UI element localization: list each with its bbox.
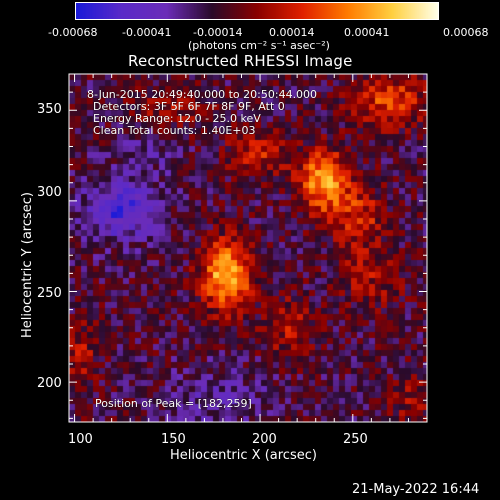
- colorbar-units: (photons cm⁻² s⁻¹ asec⁻²): [188, 39, 330, 52]
- x-tick-label: 100: [68, 432, 93, 447]
- colorbar-tick-label: 0.00014: [269, 26, 315, 39]
- y-tick-label: 200: [37, 376, 62, 391]
- annotation-clean-counts: Clean Total counts: 1.40E+03: [93, 124, 256, 137]
- y-axis-label: Heliocentric Y (arcsec): [20, 192, 35, 338]
- x-tick-label: 200: [252, 432, 277, 447]
- colorbar-tick-label: -0.00041: [122, 26, 172, 39]
- colorbar-tick-label: -0.00014: [193, 26, 243, 39]
- y-tick-label: 250: [37, 286, 62, 301]
- colorbar: [75, 2, 439, 20]
- annotation-energy-range: Energy Range: 12.0 - 25.0 keV: [93, 112, 261, 125]
- chart-title: Reconstructed RHESSI Image: [128, 52, 353, 70]
- colorbar-tick-label: 0.00068: [443, 26, 489, 39]
- x-axis-label: Heliocentric X (arcsec): [170, 448, 317, 463]
- annotation-peak-position: Position of Peak = [182,259]: [95, 397, 252, 410]
- annotation-detectors: Detectors: 3F 5F 6F 7F 8F 9F, Att 0: [93, 100, 285, 113]
- plot-frame: [68, 73, 428, 423]
- plot-area: 8-Jun-2015 20:49:40.000 to 20:50:44.000 …: [69, 74, 427, 422]
- colorbar-tick-label: -0.00068: [48, 26, 98, 39]
- heatmap-image: [69, 74, 427, 422]
- x-tick-label: 150: [161, 432, 186, 447]
- colorbar-tick-label: 0.00041: [344, 26, 390, 39]
- footer-timestamp: 21-May-2022 16:44: [352, 482, 480, 497]
- x-tick-label: 250: [343, 432, 368, 447]
- y-tick-label: 350: [37, 102, 62, 117]
- annotation-time-range: 8-Jun-2015 20:49:40.000 to 20:50:44.000: [87, 88, 318, 101]
- y-tick-label: 300: [37, 185, 62, 200]
